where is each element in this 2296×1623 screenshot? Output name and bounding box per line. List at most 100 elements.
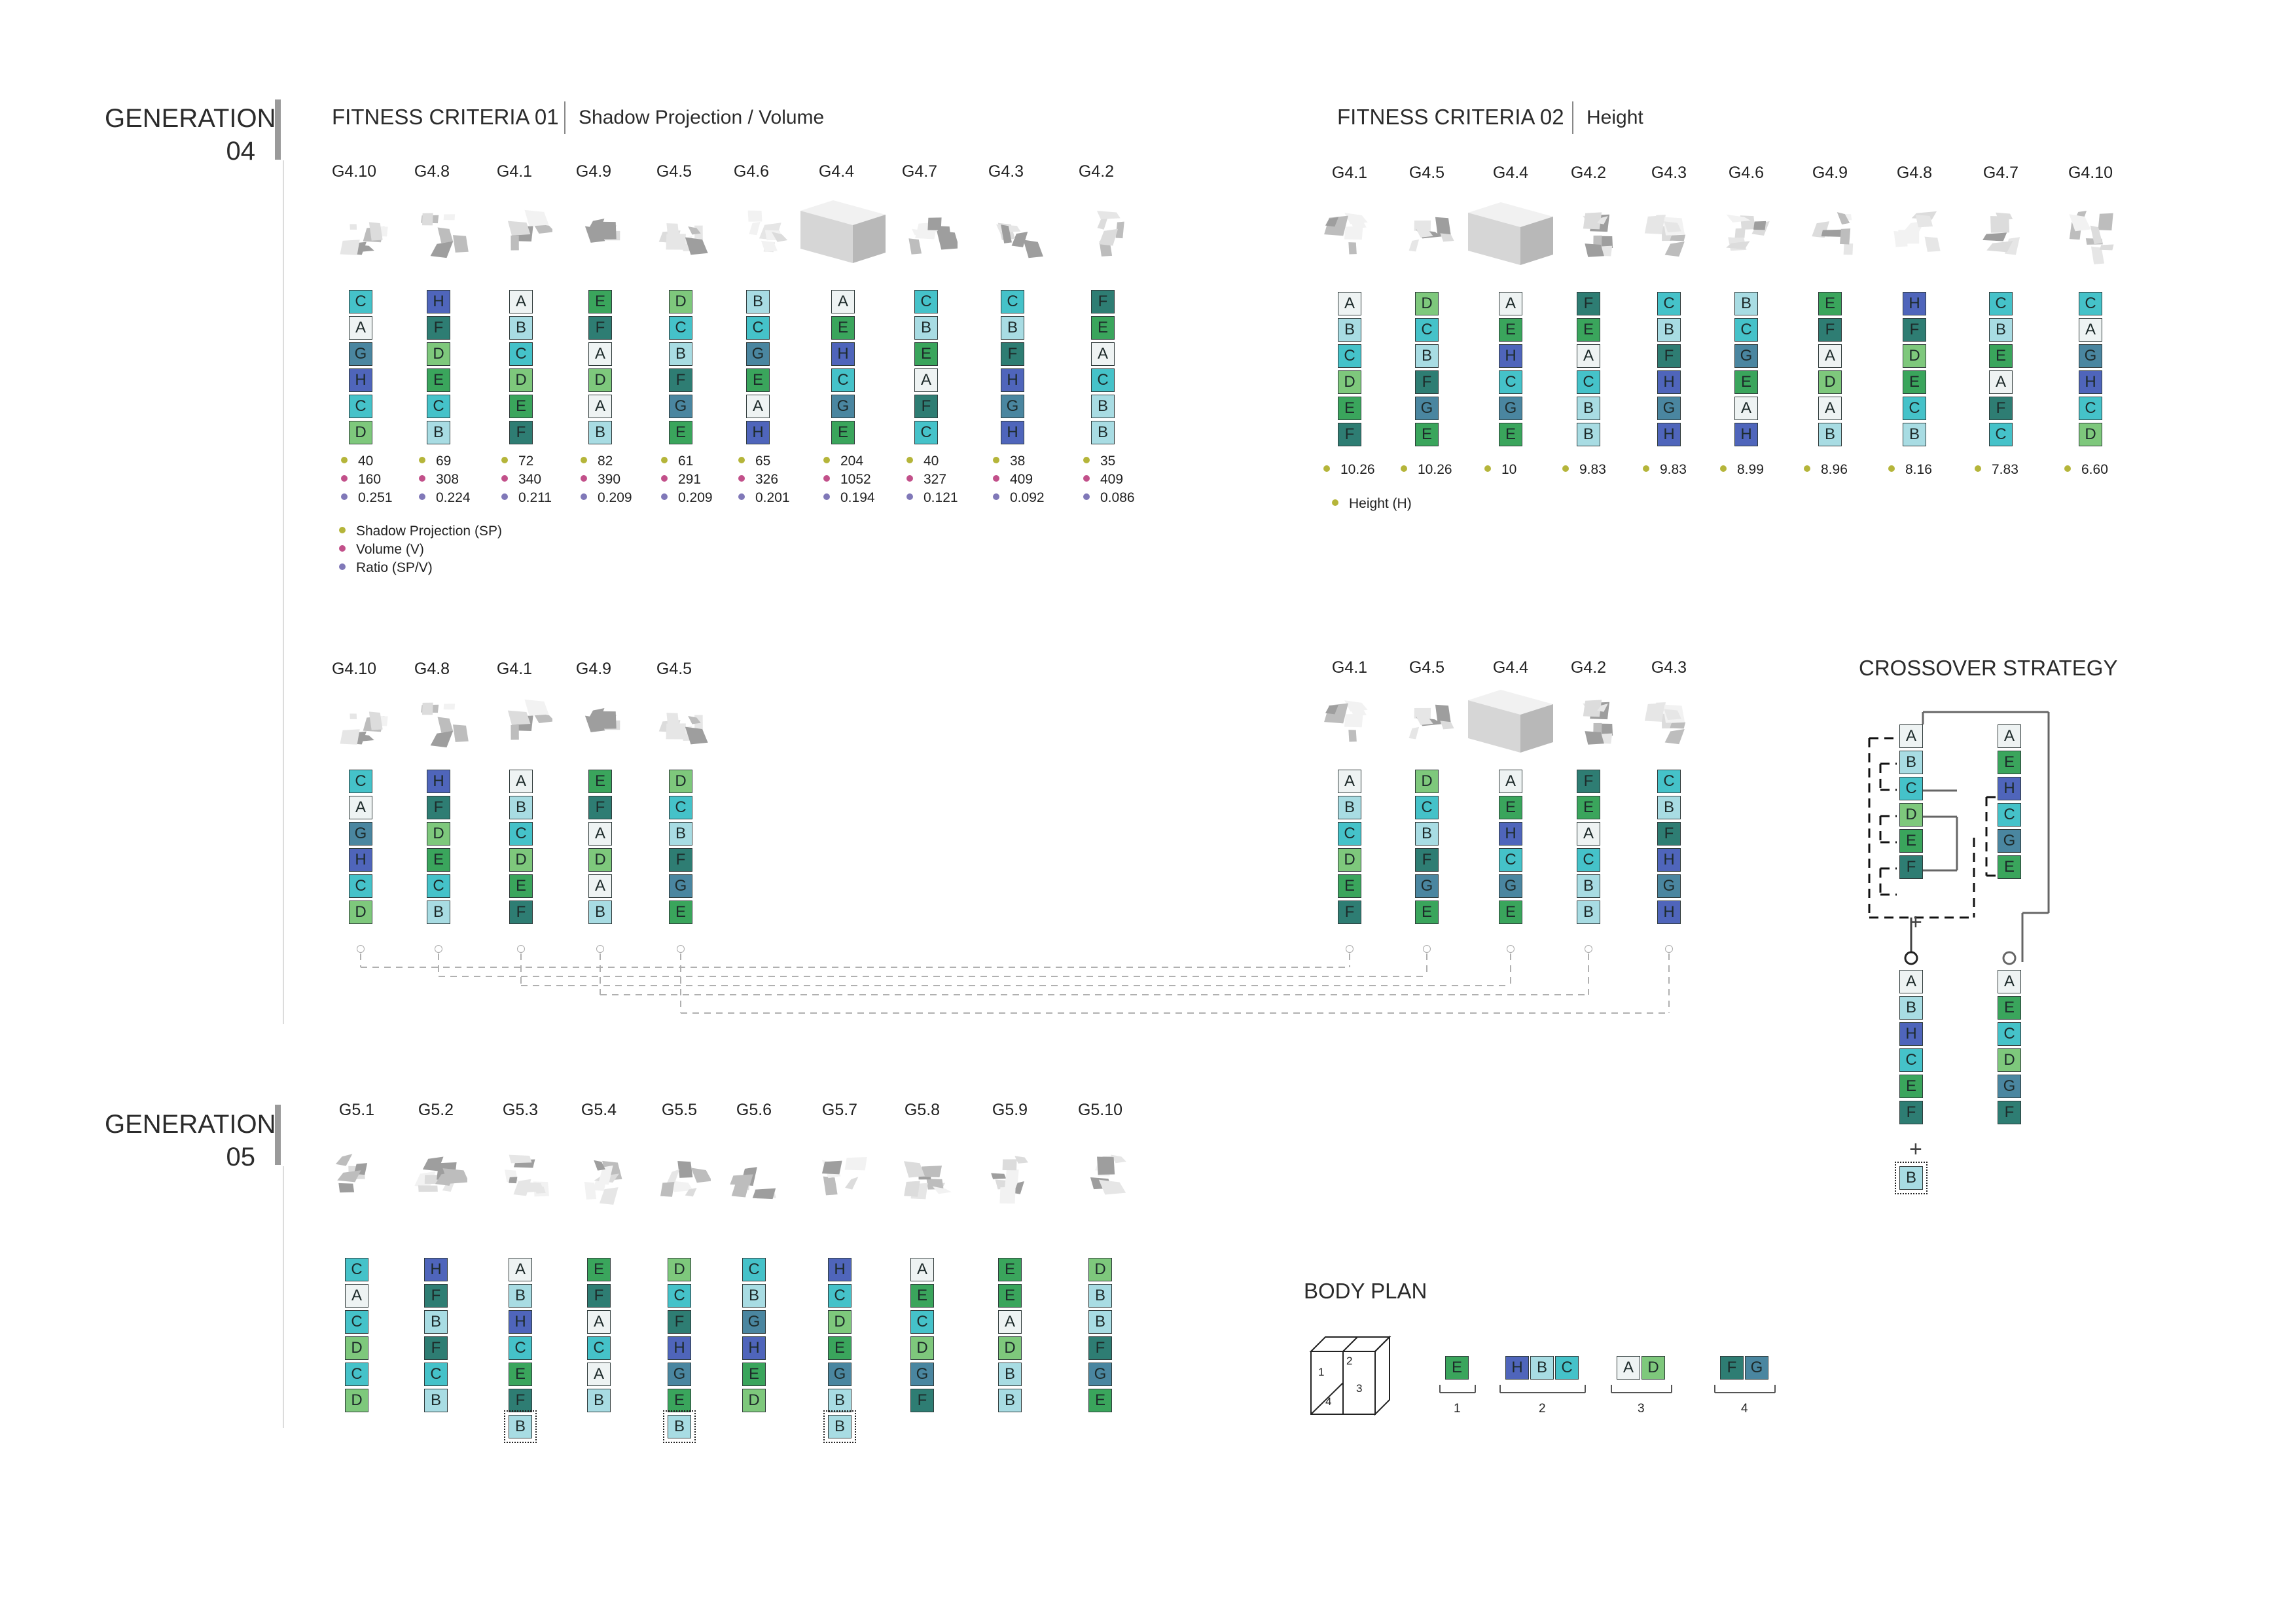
fitness-value-v: 291 [678,472,702,487]
body-plan-gene: D [1641,1356,1665,1380]
connector-node [596,945,604,953]
individual-label: G4.4 [1492,164,1529,182]
body-plan-gene: F [1720,1356,1744,1380]
chromosome-gene: F [1338,423,1361,446]
massing-model-icon [996,223,1043,259]
selected-chromosome-gene: D [509,848,533,872]
chromosome-gene: D [998,1336,1022,1360]
chromosome-gene: H [1001,421,1024,444]
selected-chromosome-gene: E [1499,901,1522,924]
selected-individual-label: G4.5 [656,660,692,678]
selected-chromosome-gene: E [1338,874,1361,898]
legend-dot [1643,465,1649,473]
fitness-value-v: 308 [436,472,459,487]
chromosome-gene: C [1903,397,1926,420]
selected-chromosome-gene: C [1657,770,1681,793]
selected-chromosome-gene: E [588,770,612,793]
chromosome-gene: H [427,290,450,313]
fitness-value-row: 204 [823,454,863,469]
selected-chromosome-gene: C [1499,848,1522,872]
chromosome-gene: B [509,316,533,340]
chromosome-gene: C [345,1258,368,1281]
body-plan-gene: A [1617,1356,1640,1380]
legend-dot [823,493,830,501]
chromosome-gene: B [588,421,612,444]
chromosome-gene: E [427,368,450,392]
selected-chromosome-gene: H [1657,901,1681,924]
parent1-gene: D [1899,803,1923,827]
chromosome-gene: F [424,1336,448,1360]
selected-individual-label: G4.1 [496,660,533,678]
fitness-value-r: 0.209 [678,490,713,505]
chromosome-gene: E [828,1336,852,1360]
selected-chromosome-gene: E [669,901,692,924]
legend-label: Volume (V) [356,542,424,557]
selected-chromosome-gene: H [349,848,372,872]
legend-dot [1083,493,1090,501]
legend-dot [501,493,508,501]
chromosome-gene: H [828,1258,852,1281]
fitness-value-row: 327 [906,472,946,488]
fitness-value-v: 409 [1100,472,1124,487]
chromosome-gene: F [1657,344,1681,368]
chromosome-gene: F [1903,318,1926,342]
chromosome-gene: E [1734,370,1758,394]
legend-dot [1401,465,1407,473]
extra-gene: B [823,1410,856,1443]
chromosome-gene: H [742,1336,766,1360]
chromosome-gene: B [509,1284,532,1308]
fitness-criteria-01-title: FITNESS CRITERIA 01 [332,105,559,129]
legend-item: Shadow Projection (SP) [339,524,502,539]
selected-chromosome-gene: G [1415,874,1439,898]
fitness-value-row: 10 [1484,462,1516,478]
fitness-value-h: 9.83 [1579,462,1606,477]
chromosome-gene: E [831,316,855,340]
chromosome-gene: E [669,421,692,444]
chromosome-gene: D [349,421,372,444]
chromosome-gene: A [587,1310,611,1334]
individual-label: G4.3 [1651,164,1687,182]
massing-model-icon [660,1160,711,1197]
selected-chromosome-gene: B [669,822,692,846]
chromosome-gene: C [424,1363,448,1386]
chromosome-gene: H [1903,292,1926,315]
parent1-gene: B [1899,751,1923,774]
chromosome-gene: C [1499,370,1522,394]
fitness-criteria-01-subtitle: Shadow Projection / Volume [564,101,824,134]
chromosome-gene: C [831,368,855,392]
chromosome-gene: E [1577,318,1600,342]
generation-number: 04 [226,137,256,166]
massing-model-icon [1324,213,1368,255]
selected-chromosome-gene: A [588,874,612,898]
chromosome-gene: C [1415,318,1439,342]
cube-label-4: 4 [1325,1395,1331,1408]
chromosome-gene: E [588,290,612,313]
chromosome-gene: D [2079,423,2102,446]
selected-chromosome-gene: H [427,770,450,793]
individual-label: G5.1 [338,1101,375,1119]
chromosome-gene: G [828,1363,852,1386]
chromosome-gene: H [349,368,372,392]
child1-extra-gene: B [1895,1162,1928,1194]
chromosome-gene: H [1001,368,1024,392]
chromosome-gene: B [914,316,938,340]
legend-dot [341,493,348,501]
generation-05-marker [275,1105,281,1165]
fitness-value-row: 61 [661,454,693,469]
chromosome-gene: G [910,1363,934,1386]
chromosome-gene: D [345,1336,368,1360]
fitness-value-sp: 72 [518,454,534,469]
chromosome-gene: B [1657,318,1681,342]
individual-label: G4.2 [1078,162,1115,181]
fitness-value-h: 9.83 [1660,462,1687,477]
chromosome-gene: D [1415,292,1439,315]
chromosome-gene: B [1088,1284,1112,1308]
generation-label: GENERATION [105,104,276,133]
chromosome-gene: B [1734,292,1758,315]
selected-individual-label: G4.8 [414,660,450,678]
massing-model-icon [1726,214,1770,251]
individual-label: G4.5 [1408,164,1445,182]
selected-chromosome-gene: C [1338,822,1361,846]
legend-dot [738,493,745,501]
legend-dot [1975,465,1981,473]
